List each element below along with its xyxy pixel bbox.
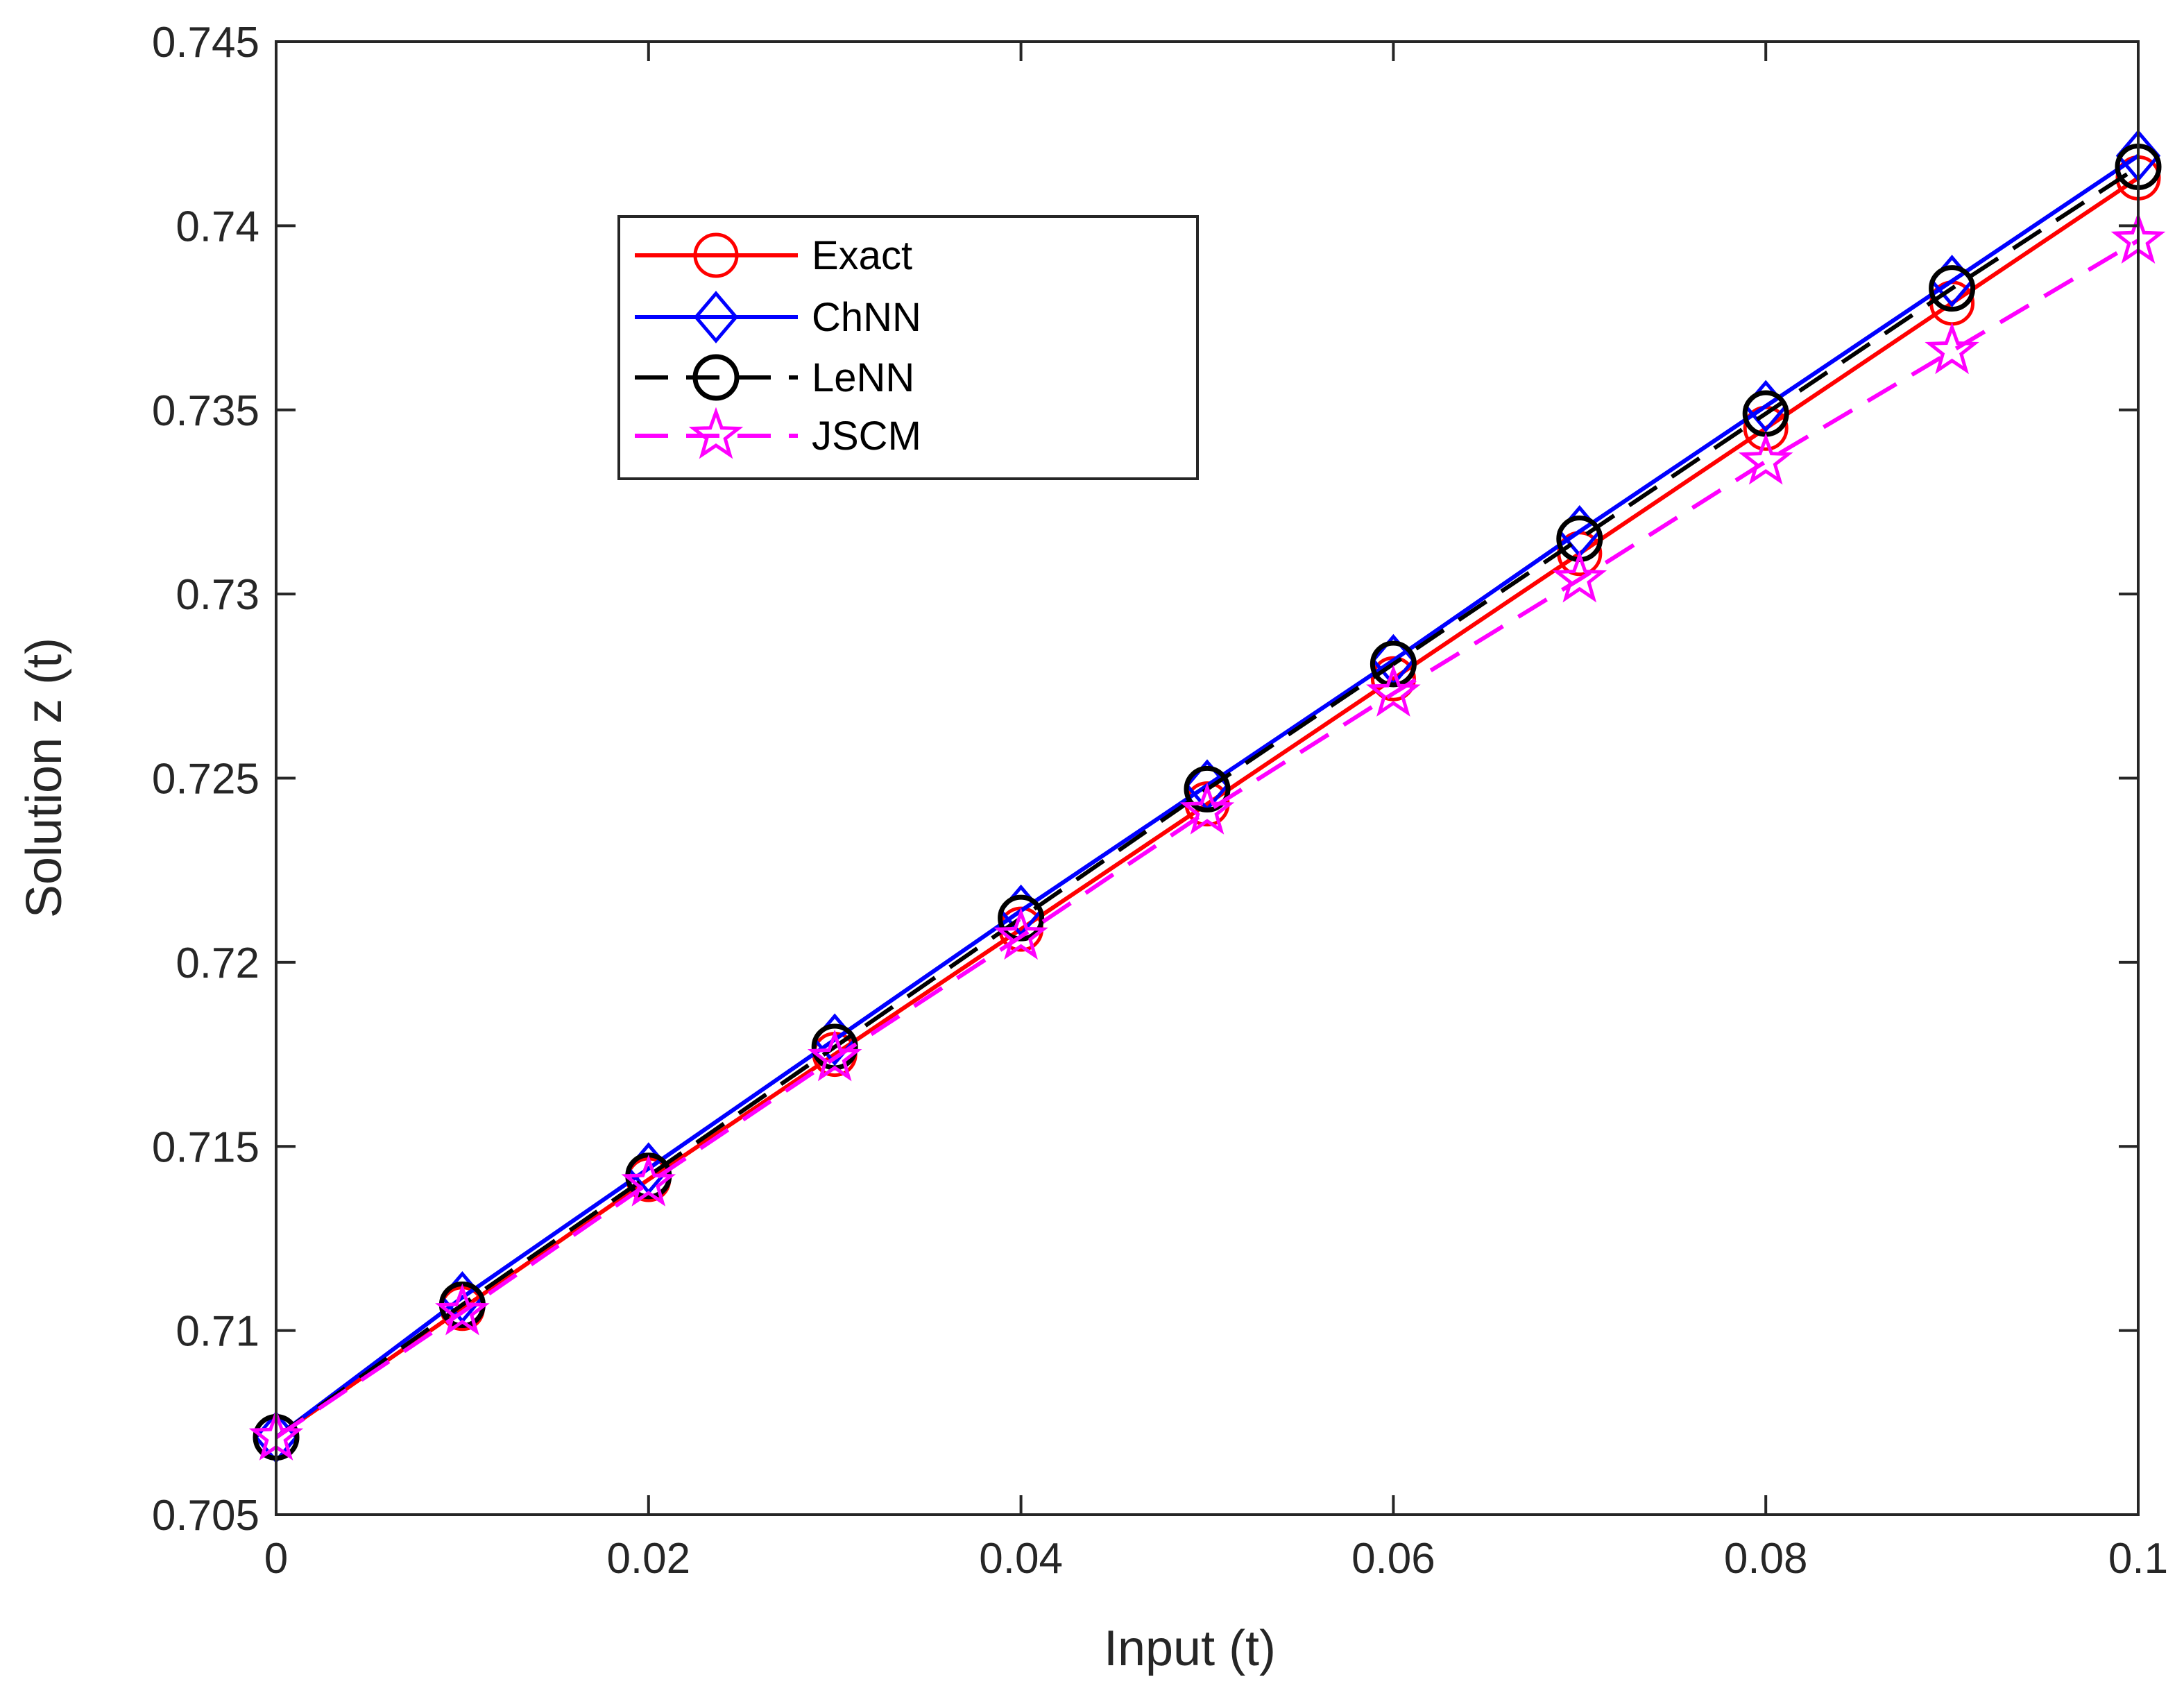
x-tick-label: 0.08 (1724, 1535, 1808, 1583)
x-tick-label: 0 (264, 1535, 288, 1583)
legend-item-exact: Exact (635, 232, 912, 278)
series-jscm (248, 212, 2166, 1461)
y-tick-label: 0.745 (152, 19, 259, 67)
legend-marker-exact (693, 232, 739, 278)
series-point-jscm (1738, 432, 1793, 485)
series-point-jscm (1925, 322, 1979, 375)
legend-marker-lenn (692, 354, 740, 401)
series-point-jscm (1552, 550, 1607, 603)
series-line-jscm (275, 239, 2140, 1439)
legend-label-exact: Exact (812, 233, 912, 278)
x-tick-label: 0.04 (979, 1535, 1063, 1583)
series-point-lenn (1929, 265, 1976, 312)
y-tick-labels: 0.705 0.71 0.715 0.72 0.725 0.73 0.735 0.74 0.74… (152, 19, 259, 1540)
legend-item-jscm: JSCM (635, 407, 921, 459)
legend: Exact ChNN LeNN JSCM (617, 215, 1199, 480)
series-point-jscm (807, 1029, 862, 1082)
y-tick-label: 0.715 (152, 1123, 259, 1171)
series-point-lenn (1370, 640, 1417, 688)
plot-frame (275, 40, 2140, 1516)
series-point-jscm (435, 1283, 490, 1336)
y-tick-label: 0.71 (176, 1308, 259, 1356)
y-axis-title: Solution z (t) (17, 638, 72, 918)
series-point-lenn (1184, 765, 1231, 812)
y-tick-label: 0.74 (176, 203, 259, 250)
series-point-jscm (621, 1154, 676, 1207)
series-point-jscm (1179, 782, 1235, 835)
legend-item-lenn: LeNN (635, 354, 914, 401)
legend-item-chnn: ChNN (635, 291, 921, 343)
y-tick-label: 0.72 (176, 939, 259, 987)
y-tick-label: 0.73 (176, 571, 259, 619)
x-tick-label: 0.02 (606, 1535, 690, 1583)
legend-label-chnn: ChNN (812, 295, 921, 340)
x-tick-label: 0.06 (1351, 1535, 1435, 1583)
legend-marker-jscm (688, 407, 744, 459)
x-tick-labels: 0 0.02 0.04 0.06 0.08 0.1 (264, 1535, 2168, 1583)
series-point-jscm (1366, 665, 1421, 717)
legend-marker-chnn (693, 291, 739, 343)
legend-label-lenn: LeNN (812, 355, 914, 400)
legend-label-jscm: JSCM (812, 414, 921, 459)
series-point-jscm (993, 908, 1048, 960)
x-axis-title: Input (t) (1104, 1621, 1276, 1676)
y-tick-label: 0.705 (152, 1492, 259, 1540)
plot-area (276, 42, 2138, 1515)
y-tick-label: 0.725 (152, 756, 259, 803)
y-tick-label: 0.735 (152, 387, 259, 435)
series-layer (248, 129, 2166, 1464)
x-tick-label: 0.1 (2108, 1535, 2168, 1583)
series-line-exact (275, 176, 2140, 1439)
